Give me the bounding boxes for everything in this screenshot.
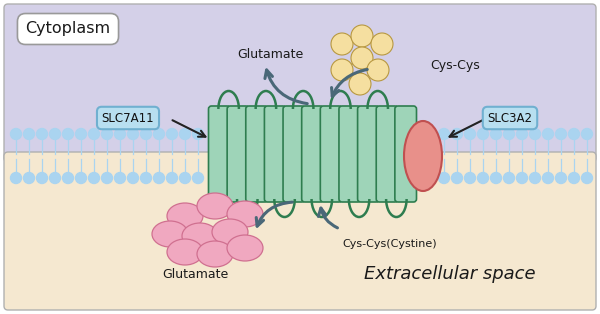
Circle shape	[76, 128, 86, 139]
Circle shape	[542, 128, 554, 139]
Circle shape	[425, 128, 437, 139]
Text: Glutamate: Glutamate	[237, 47, 303, 61]
FancyBboxPatch shape	[4, 4, 596, 162]
Circle shape	[193, 128, 203, 139]
FancyBboxPatch shape	[246, 106, 268, 202]
Text: SLC3A2: SLC3A2	[487, 111, 533, 124]
Circle shape	[491, 128, 502, 139]
FancyBboxPatch shape	[4, 152, 596, 310]
FancyBboxPatch shape	[302, 106, 323, 202]
FancyBboxPatch shape	[339, 106, 361, 202]
Circle shape	[439, 172, 449, 183]
Ellipse shape	[404, 121, 442, 191]
Circle shape	[49, 172, 61, 183]
Circle shape	[154, 128, 164, 139]
Ellipse shape	[227, 235, 263, 261]
Circle shape	[154, 172, 164, 183]
Circle shape	[140, 128, 151, 139]
Text: Glutamate: Glutamate	[162, 268, 228, 280]
Circle shape	[128, 172, 139, 183]
Circle shape	[581, 128, 593, 139]
Circle shape	[351, 25, 373, 47]
Circle shape	[76, 172, 86, 183]
Circle shape	[167, 172, 178, 183]
Circle shape	[452, 172, 463, 183]
Circle shape	[425, 172, 437, 183]
Circle shape	[478, 128, 488, 139]
Text: SLC7A11: SLC7A11	[101, 111, 154, 124]
Circle shape	[351, 47, 373, 69]
Ellipse shape	[227, 201, 263, 227]
Circle shape	[581, 172, 593, 183]
Circle shape	[89, 172, 100, 183]
Circle shape	[49, 128, 61, 139]
Circle shape	[179, 172, 191, 183]
Circle shape	[569, 172, 580, 183]
Circle shape	[367, 59, 389, 81]
FancyBboxPatch shape	[320, 106, 342, 202]
Circle shape	[478, 172, 488, 183]
Circle shape	[11, 128, 22, 139]
Ellipse shape	[167, 203, 203, 229]
Text: Cys-Cys: Cys-Cys	[430, 59, 480, 73]
Circle shape	[23, 172, 35, 183]
FancyBboxPatch shape	[358, 106, 379, 202]
Circle shape	[464, 172, 476, 183]
Circle shape	[23, 128, 35, 139]
Ellipse shape	[212, 219, 248, 245]
Circle shape	[439, 128, 449, 139]
Circle shape	[349, 73, 371, 95]
Circle shape	[530, 172, 541, 183]
Circle shape	[542, 172, 554, 183]
Ellipse shape	[152, 221, 188, 247]
Ellipse shape	[182, 223, 218, 249]
Circle shape	[464, 128, 476, 139]
Circle shape	[115, 128, 125, 139]
Circle shape	[37, 128, 47, 139]
Text: Cytoplasm: Cytoplasm	[25, 21, 110, 36]
Circle shape	[128, 128, 139, 139]
Circle shape	[517, 128, 527, 139]
Circle shape	[491, 172, 502, 183]
Circle shape	[140, 172, 151, 183]
FancyBboxPatch shape	[376, 106, 398, 202]
Circle shape	[530, 128, 541, 139]
Circle shape	[179, 128, 191, 139]
Circle shape	[62, 172, 74, 183]
Ellipse shape	[167, 239, 203, 265]
Circle shape	[371, 33, 393, 55]
Circle shape	[167, 128, 178, 139]
Text: Extracellular space: Extracellular space	[364, 265, 536, 283]
FancyBboxPatch shape	[283, 106, 305, 202]
FancyBboxPatch shape	[395, 106, 416, 202]
Circle shape	[115, 172, 125, 183]
Circle shape	[556, 128, 566, 139]
Circle shape	[193, 172, 203, 183]
Circle shape	[62, 128, 74, 139]
Circle shape	[89, 128, 100, 139]
FancyBboxPatch shape	[209, 106, 230, 202]
Circle shape	[503, 172, 515, 183]
Ellipse shape	[197, 193, 233, 219]
Ellipse shape	[197, 241, 233, 267]
Circle shape	[569, 128, 580, 139]
Circle shape	[331, 59, 353, 81]
FancyBboxPatch shape	[265, 106, 286, 202]
FancyBboxPatch shape	[227, 106, 249, 202]
Circle shape	[101, 172, 113, 183]
Circle shape	[101, 128, 113, 139]
Text: Cys-Cys(Cystine): Cys-Cys(Cystine)	[343, 239, 437, 249]
Circle shape	[37, 172, 47, 183]
Circle shape	[11, 172, 22, 183]
Circle shape	[556, 172, 566, 183]
Circle shape	[331, 33, 353, 55]
Circle shape	[503, 128, 515, 139]
Circle shape	[517, 172, 527, 183]
Circle shape	[452, 128, 463, 139]
